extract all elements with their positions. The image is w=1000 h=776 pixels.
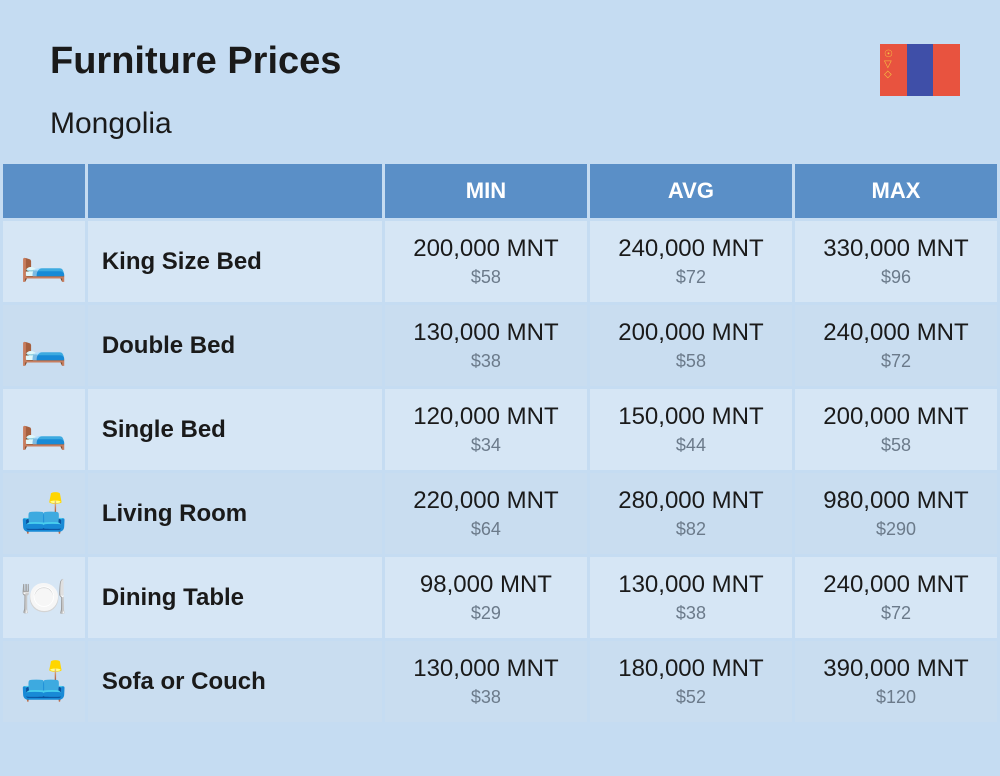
price-min: 220,000 MNT $64: [385, 473, 587, 554]
price-mnt: 240,000 MNT: [803, 319, 989, 347]
col-header-max: MAX: [795, 164, 997, 218]
table-row: 🛋️Sofa or Couch 130,000 MNT $38 180,000 MNT…: [3, 641, 997, 722]
price-mnt: 390,000 MNT: [803, 655, 989, 683]
price-usd: $44: [598, 435, 784, 456]
price-mnt: 120,000 MNT: [393, 403, 579, 431]
price-mnt: 150,000 MNT: [598, 403, 784, 431]
table-row: 🛏️Single Bed 120,000 MNT $34 150,000 MNT $44…: [3, 389, 997, 470]
col-header-icon: [3, 164, 85, 218]
price-usd: $120: [803, 687, 989, 708]
price-mnt: 130,000 MNT: [598, 571, 784, 599]
price-max: 980,000 MNT $290: [795, 473, 997, 554]
price-usd: $38: [393, 351, 579, 372]
table-row: 🛋️Living Room 220,000 MNT $64 280,000 MNT $8…: [3, 473, 997, 554]
price-usd: $34: [393, 435, 579, 456]
price-usd: $58: [393, 267, 579, 288]
price-avg: 280,000 MNT $82: [590, 473, 792, 554]
price-avg: 180,000 MNT $52: [590, 641, 792, 722]
price-mnt: 240,000 MNT: [598, 235, 784, 263]
furniture-icon: 🛏️: [3, 389, 85, 470]
table-row: 🛏️Double Bed 130,000 MNT $38 200,000 MNT $58…: [3, 305, 997, 386]
price-mnt: 98,000 MNT: [393, 571, 579, 599]
price-mnt: 200,000 MNT: [803, 403, 989, 431]
price-mnt: 330,000 MNT: [803, 235, 989, 263]
price-avg: 200,000 MNT $58: [590, 305, 792, 386]
table-row: 🛏️King Size Bed 200,000 MNT $58 240,000 MNT…: [3, 221, 997, 302]
price-max: 200,000 MNT $58: [795, 389, 997, 470]
price-usd: $38: [393, 687, 579, 708]
table-header-row: MIN AVG MAX: [3, 164, 997, 218]
price-avg: 150,000 MNT $44: [590, 389, 792, 470]
page-title: Furniture Prices: [50, 40, 950, 83]
soyombo-symbol: ☉▽◇: [884, 50, 893, 80]
furniture-name: Sofa or Couch: [88, 641, 382, 722]
price-mnt: 280,000 MNT: [598, 487, 784, 515]
price-max: 240,000 MNT $72: [795, 557, 997, 638]
col-header-name: [88, 164, 382, 218]
price-usd: $72: [803, 603, 989, 624]
flag-stripe-right: [933, 44, 960, 96]
price-max: 390,000 MNT $120: [795, 641, 997, 722]
price-min: 130,000 MNT $38: [385, 305, 587, 386]
price-usd: $72: [803, 351, 989, 372]
price-min: 130,000 MNT $38: [385, 641, 587, 722]
price-usd: $52: [598, 687, 784, 708]
col-header-min: MIN: [385, 164, 587, 218]
price-usd: $58: [598, 351, 784, 372]
price-mnt: 130,000 MNT: [393, 319, 579, 347]
price-max: 240,000 MNT $72: [795, 305, 997, 386]
price-usd: $29: [393, 603, 579, 624]
furniture-icon: 🛏️: [3, 305, 85, 386]
price-mnt: 200,000 MNT: [393, 235, 579, 263]
table-row: 🍽️Dining Table 98,000 MNT $29 130,000 MNT $3…: [3, 557, 997, 638]
price-usd: $82: [598, 519, 784, 540]
price-min: 98,000 MNT $29: [385, 557, 587, 638]
price-usd: $290: [803, 519, 989, 540]
col-header-avg: AVG: [590, 164, 792, 218]
furniture-name: King Size Bed: [88, 221, 382, 302]
price-usd: $58: [803, 435, 989, 456]
price-table: MIN AVG MAX 🛏️King Size Bed200,000 MNT$5…: [0, 161, 1000, 725]
flag-stripe-left: ☉▽◇: [880, 44, 907, 96]
price-min: 120,000 MNT $34: [385, 389, 587, 470]
price-avg: 240,000 MNT $72: [590, 221, 792, 302]
furniture-name: Single Bed: [88, 389, 382, 470]
furniture-icon: 🛏️: [3, 221, 85, 302]
furniture-icon: 🛋️: [3, 473, 85, 554]
furniture-name: Dining Table: [88, 557, 382, 638]
price-mnt: 980,000 MNT: [803, 487, 989, 515]
price-mnt: 220,000 MNT: [393, 487, 579, 515]
price-max: 330,000 MNT $96: [795, 221, 997, 302]
furniture-name: Living Room: [88, 473, 382, 554]
page-subtitle: Mongolia: [50, 107, 950, 141]
header: Furniture Prices Mongolia ☉▽◇: [0, 0, 1000, 161]
price-usd: $96: [803, 267, 989, 288]
furniture-name: Double Bed: [88, 305, 382, 386]
price-min: 200,000 MNT $58: [385, 221, 587, 302]
flag-icon: ☉▽◇: [880, 44, 960, 96]
price-mnt: 240,000 MNT: [803, 571, 989, 599]
price-usd: $38: [598, 603, 784, 624]
price-avg: 130,000 MNT $38: [590, 557, 792, 638]
price-mnt: 130,000 MNT: [393, 655, 579, 683]
price-usd: $72: [598, 267, 784, 288]
price-mnt: 180,000 MNT: [598, 655, 784, 683]
furniture-icon: 🍽️: [3, 557, 85, 638]
price-mnt: 200,000 MNT: [598, 319, 784, 347]
furniture-icon: 🛋️: [3, 641, 85, 722]
price-usd: $64: [393, 519, 579, 540]
flag-stripe-middle: [907, 44, 934, 96]
